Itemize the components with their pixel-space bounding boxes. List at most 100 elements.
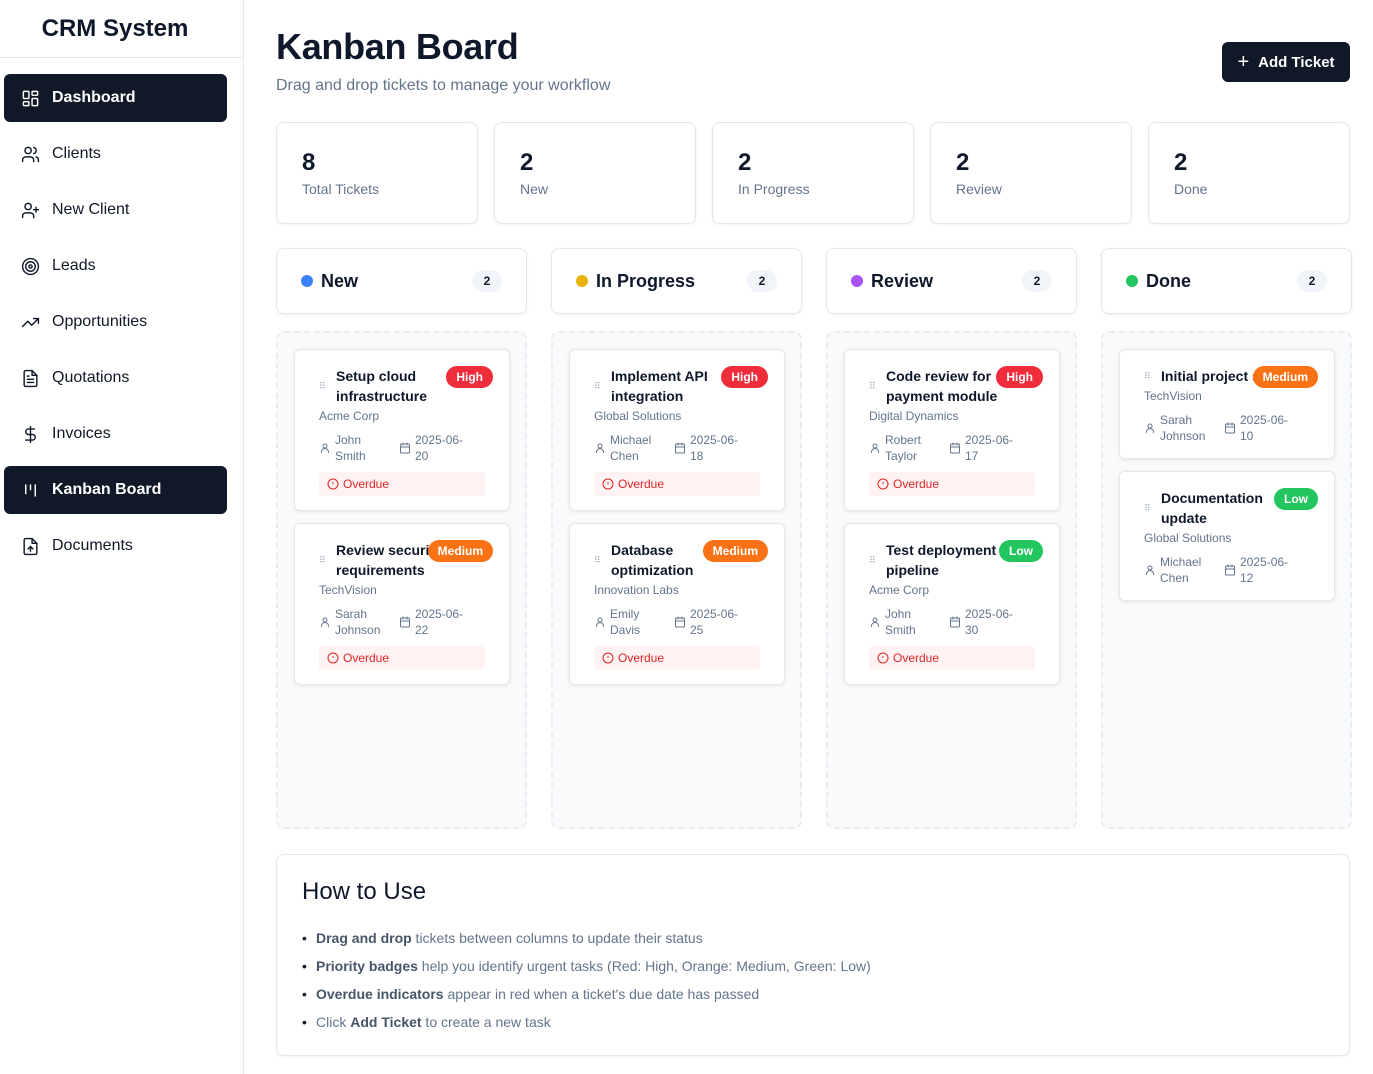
card-header: ⠿ Review security requirements Medium <box>319 540 493 580</box>
assignee: Sarah Johnson <box>319 606 399 638</box>
sidebar-item-label: Invoices <box>52 425 111 442</box>
ticket-title: Code review for payment module <box>886 368 998 404</box>
column-dropzone[interactable]: ⠿ Implement API integration High Global Sol… <box>551 331 802 829</box>
sidebar-item-clients[interactable]: Clients <box>4 130 227 178</box>
ticket-card[interactable]: ⠿ Database optimization Medium Innovation L… <box>569 523 785 685</box>
status-dot <box>576 275 588 287</box>
stat-label: In Progress <box>738 181 810 197</box>
ticket-card[interactable]: ⠿ Review security requirements Medium TechV… <box>294 523 510 685</box>
ticket-meta: Sarah Johnson 2025-06-22 <box>319 606 485 638</box>
column-dropzone[interactable]: ⠿ Setup cloud infrastructure High Acme Corp… <box>276 331 527 829</box>
assignee-name: John Smith <box>885 607 916 637</box>
ticket-card[interactable]: ⠿ Test deployment pipeline Low Acme Corp Joh… <box>844 523 1060 685</box>
ticket-card[interactable]: ⠿ Implement API integration High Global Sol… <box>569 349 785 511</box>
stat-label: Done <box>1174 181 1208 197</box>
trending-up-icon <box>20 312 40 332</box>
user-plus-icon <box>20 200 40 220</box>
ticket-meta: Michael Chen 2025-06-12 <box>1144 554 1310 586</box>
sidebar-item-label: Kanban Board <box>52 481 162 498</box>
ticket-client: Digital Dynamics <box>869 409 959 423</box>
ticket-card[interactable]: ⠿ Documentation update Low Global Solutions… <box>1119 471 1335 601</box>
alert-circle-icon <box>602 652 618 664</box>
sidebar-item-quotations[interactable]: Quotations <box>4 354 227 402</box>
ticket-client: Acme Corp <box>319 409 380 423</box>
user-icon <box>1144 564 1156 576</box>
column-count-badge: 2 <box>747 270 777 292</box>
sidebar-item-invoices[interactable]: Invoices <box>4 410 227 458</box>
card-header: ⠿ Code review for payment module High <box>869 366 1043 406</box>
user-icon <box>319 616 331 628</box>
due-date: 2025-06-25 <box>674 606 744 638</box>
user-icon <box>1144 422 1156 434</box>
due-date: 2025-06-10 <box>1224 412 1294 444</box>
ticket-card[interactable]: ⠿ Setup cloud infrastructure High Acme Corp… <box>294 349 510 511</box>
ticket-meta: Emily Davis 2025-06-25 <box>594 606 760 638</box>
due-date-text: 2025-06-10 <box>1240 413 1289 443</box>
kanban-column: Done 2 ⠿ Initial project setup Medium TechVis… <box>1101 248 1352 829</box>
drag-handle-icon[interactable]: ⠿ <box>1144 371 1151 381</box>
sidebar-item-new-client[interactable]: New Client <box>4 186 227 234</box>
stat-value: 2 <box>1174 149 1188 176</box>
drag-handle-icon[interactable]: ⠿ <box>869 381 876 391</box>
calendar-icon <box>399 616 411 628</box>
priority-badge: High <box>996 366 1043 388</box>
sidebar-item-label: Leads <box>52 257 96 274</box>
users-icon <box>20 144 40 164</box>
column-dropzone[interactable]: ⠿ Initial project setup Medium TechVision Sa… <box>1101 331 1352 829</box>
status-dot <box>301 275 313 287</box>
add-ticket-button[interactable]: + Add Ticket <box>1222 42 1350 82</box>
column-header: New 2 <box>276 248 527 314</box>
list-item: Priority badges help you identify urgent… <box>302 956 1324 984</box>
drag-handle-icon[interactable]: ⠿ <box>319 555 326 565</box>
howto-bold: Overdue indicators <box>316 986 444 1002</box>
howto-bold: Add Ticket <box>350 1014 422 1030</box>
column-count-badge: 2 <box>1297 270 1327 292</box>
add-ticket-label: Add Ticket <box>1258 53 1335 71</box>
sidebar-item-opportunities[interactable]: Opportunities <box>4 298 227 346</box>
ticket-title: Database optimization <box>611 542 694 578</box>
assignee-name: Robert Taylor <box>885 433 922 463</box>
column-title: Done <box>1146 270 1191 291</box>
card-header: ⠿ Setup cloud infrastructure High <box>319 366 493 406</box>
assignee: Robert Taylor <box>869 432 949 464</box>
drag-handle-icon[interactable]: ⠿ <box>869 555 876 565</box>
plus-icon: + <box>1237 51 1250 73</box>
kanban-column: Review 2 ⠿ Code review for payment module Hi… <box>826 248 1077 829</box>
calendar-icon <box>1224 564 1236 576</box>
sidebar-item-leads[interactable]: Leads <box>4 242 227 290</box>
overdue-indicator: Overdue <box>319 472 485 496</box>
drag-handle-icon[interactable]: ⠿ <box>319 381 326 391</box>
column-count-badge: 2 <box>472 270 502 292</box>
column-title: Review <box>871 270 934 291</box>
priority-badge: High <box>721 366 768 388</box>
assignee: Michael Chen <box>594 432 674 464</box>
file-text-icon <box>20 368 40 388</box>
stat-card-in-progress: 2 In Progress <box>712 122 914 224</box>
ticket-card[interactable]: ⠿ Initial project setup Medium TechVision Sa… <box>1119 349 1335 459</box>
column-dropzone[interactable]: ⠿ Code review for payment module High Digit… <box>826 331 1077 829</box>
ticket-title: Documentation update <box>1161 490 1263 526</box>
how-to-use-list: Drag and drop tickets between columns to… <box>302 928 1324 1040</box>
due-date: 2025-06-20 <box>399 432 469 464</box>
ticket-card[interactable]: ⠿ Code review for payment module High Digit… <box>844 349 1060 511</box>
sidebar-item-dashboard[interactable]: Dashboard <box>4 74 227 122</box>
target-icon <box>20 256 40 276</box>
status-dot <box>851 275 863 287</box>
dollar-icon <box>20 424 40 444</box>
howto-bold: Drag and drop <box>316 930 412 946</box>
due-date: 2025-06-18 <box>674 432 744 464</box>
sidebar-item-label: New Client <box>52 201 130 218</box>
sidebar-item-label: Quotations <box>52 369 130 386</box>
sidebar-item-documents[interactable]: Documents <box>4 522 227 570</box>
drag-handle-icon[interactable]: ⠿ <box>594 381 601 391</box>
drag-handle-icon[interactable]: ⠿ <box>1144 503 1151 513</box>
how-to-use-panel: How to Use Drag and drop tickets between… <box>276 854 1350 1056</box>
due-date: 2025-06-12 <box>1224 554 1294 586</box>
drag-handle-icon[interactable]: ⠿ <box>594 555 601 565</box>
ticket-client: Acme Corp <box>869 583 930 597</box>
ticket-meta: John Smith 2025-06-30 <box>869 606 1035 638</box>
calendar-icon <box>1224 422 1236 434</box>
sidebar-item-kanban-board[interactable]: Kanban Board <box>4 466 227 514</box>
file-upload-icon <box>20 536 40 556</box>
stat-card-total: 8 Total Tickets <box>276 122 478 224</box>
